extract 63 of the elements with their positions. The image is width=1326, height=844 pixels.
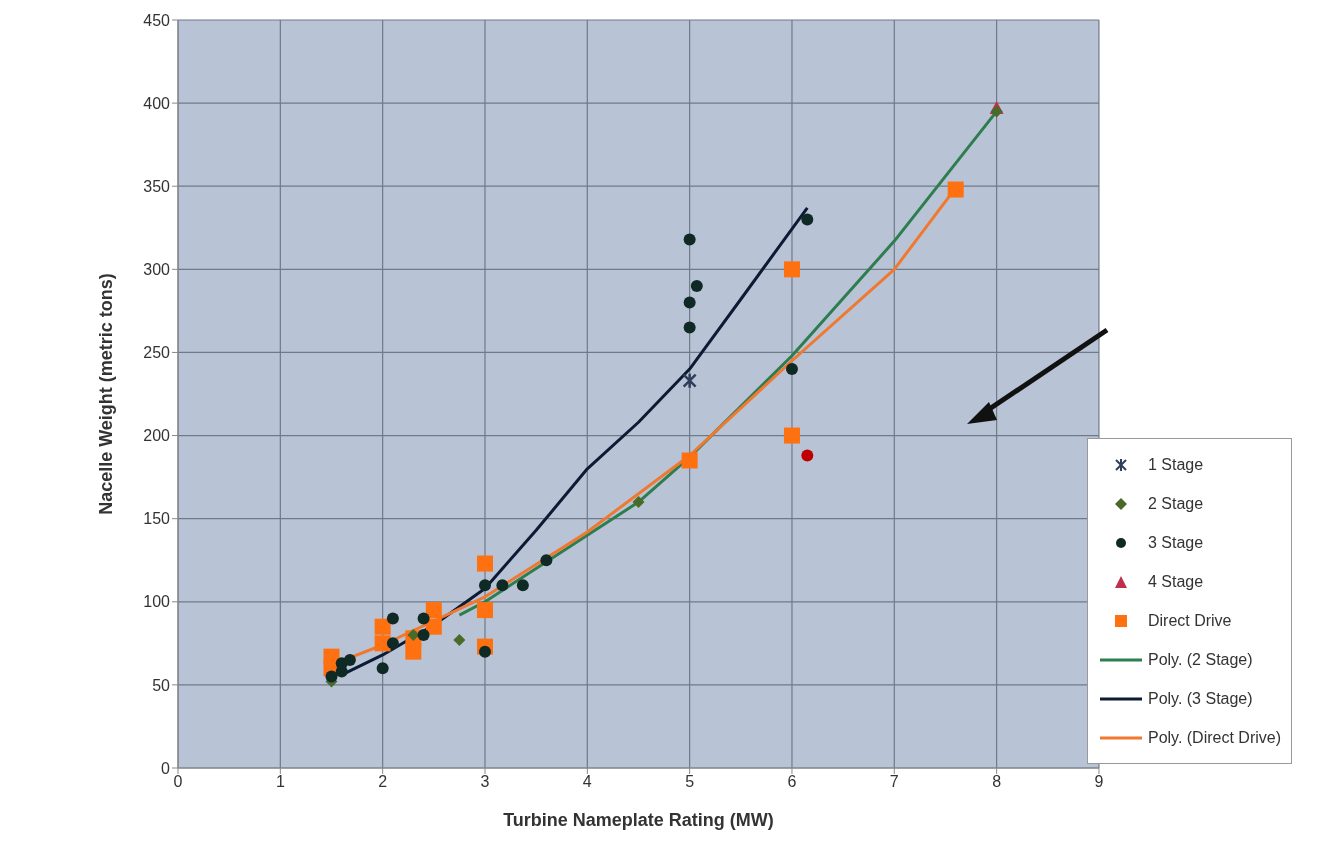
point — [947, 181, 964, 198]
y-tick-label: 50 — [152, 676, 171, 694]
x-tick-label: 9 — [1094, 773, 1104, 791]
y-axis-title: Nacelle Weight (metric tons) — [96, 273, 117, 515]
x-tick-label: 3 — [480, 773, 490, 791]
point — [425, 618, 442, 635]
point — [690, 279, 703, 292]
point — [785, 363, 798, 376]
x-tick-label: 2 — [378, 773, 388, 791]
point — [683, 233, 696, 246]
point — [516, 579, 529, 592]
point — [417, 612, 430, 625]
y-tick-label: 300 — [143, 261, 171, 279]
point — [478, 579, 491, 592]
point — [386, 637, 399, 650]
y-tick-label: 450 — [143, 11, 171, 29]
point — [478, 645, 491, 658]
x-tick-label: 6 — [787, 773, 797, 791]
legend-label: Poly. (2 Stage) — [1147, 650, 1253, 669]
y-tick-label: 200 — [143, 427, 171, 445]
y-tick-label: 400 — [143, 94, 171, 112]
point — [681, 452, 698, 469]
point — [476, 602, 493, 619]
point — [801, 449, 814, 462]
x-tick-label: 5 — [685, 773, 695, 791]
x-tick-label: 8 — [992, 773, 1002, 791]
point — [683, 321, 696, 334]
y-tick-label: 350 — [143, 177, 171, 195]
point — [343, 653, 356, 666]
point — [476, 555, 493, 572]
point — [374, 618, 391, 635]
point — [496, 579, 509, 592]
point — [376, 662, 389, 675]
point — [683, 296, 696, 309]
legend-label: 4 Stage — [1147, 572, 1204, 591]
y-tick-label: 0 — [161, 759, 171, 777]
legend-label: 1 Stage — [1147, 455, 1204, 474]
point — [783, 427, 800, 444]
legend-label: Poly. (3 Stage) — [1147, 689, 1253, 708]
y-tick-label: 250 — [143, 344, 171, 362]
point — [323, 648, 340, 665]
point — [801, 213, 814, 226]
x-tick-label: 1 — [275, 773, 285, 791]
point — [386, 612, 399, 625]
y-tick-label: 100 — [143, 593, 171, 611]
legend-label: 3 Stage — [1147, 533, 1204, 552]
point — [425, 602, 442, 619]
y-tick-label: 150 — [143, 510, 171, 528]
point — [682, 372, 697, 389]
point — [417, 629, 430, 642]
legend-label: 2 Stage — [1147, 494, 1204, 513]
legend-label: Direct Drive — [1147, 611, 1232, 630]
legend-label: Poly. (Direct Drive) — [1147, 728, 1281, 747]
point — [325, 670, 338, 683]
point — [632, 496, 645, 509]
x-axis-title: Turbine Nameplate Rating (MW) — [503, 810, 774, 830]
x-tick-label: 7 — [889, 773, 899, 791]
point — [990, 105, 1003, 118]
x-tick-label: 0 — [173, 773, 183, 791]
point — [783, 261, 800, 278]
x-tick-label: 4 — [582, 773, 592, 791]
point — [540, 554, 553, 567]
point — [453, 634, 466, 647]
